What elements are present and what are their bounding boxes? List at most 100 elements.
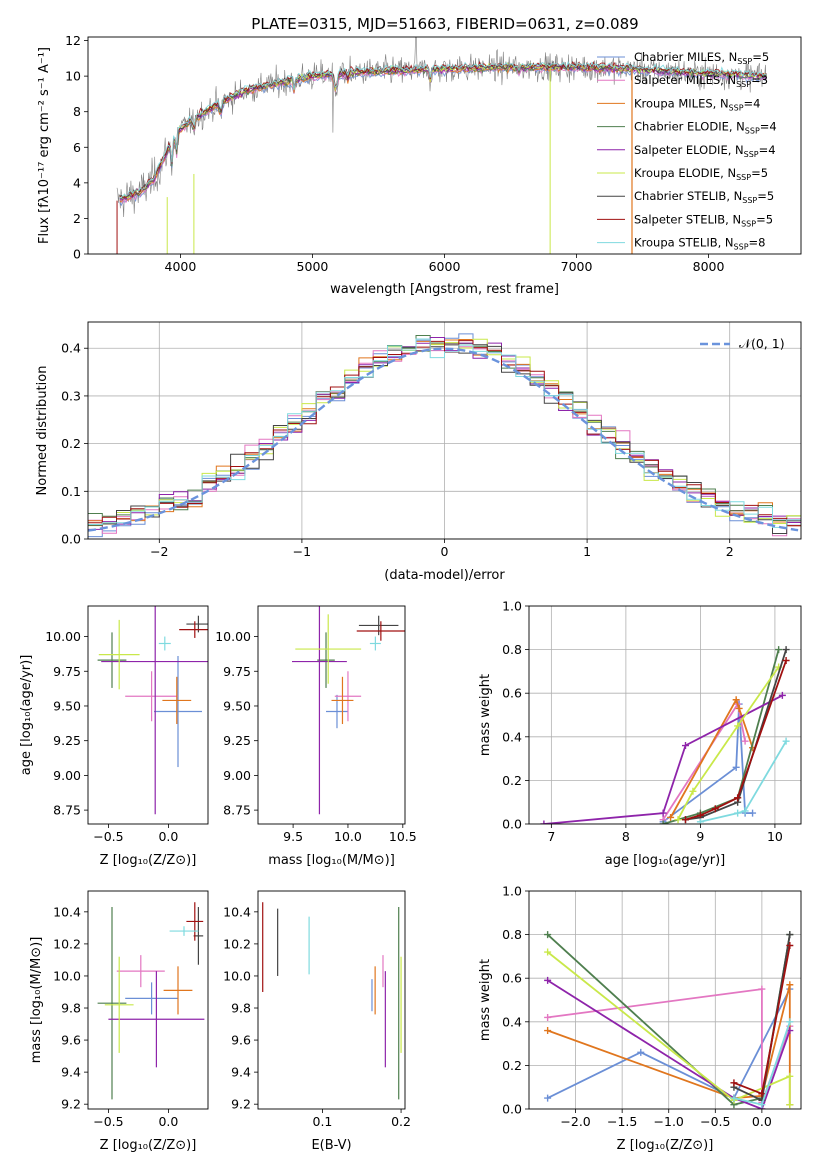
- data-point-marker: [786, 981, 794, 989]
- x-tick-label: 0.0: [158, 1114, 178, 1129]
- y-tick-label: 8.75: [53, 803, 81, 818]
- legend-count: =5: [752, 50, 769, 64]
- data-point-marker: [730, 1094, 738, 1102]
- y-tick-label: 9.00: [223, 768, 251, 783]
- axes-border: [87, 605, 209, 825]
- legend-count: =4: [760, 120, 777, 134]
- panel-mass-weight-vs-age: 7 8 9 10 0.0 0.2 0.4 0.6 0.8 1.0 age [log₁₀(age/yr…: [478, 599, 802, 868]
- data-point-marker: [696, 818, 704, 824]
- model-line-kroupa-elodie: [119, 61, 767, 200]
- series-salpeter-stelib: [730, 942, 794, 1098]
- panel-mass-weight-vs-Z: −2.0 −1.5 −1.0 −0.5 0.0 0.0 0.2 0.4 0.6 0.8 1.0 Z […: [478, 884, 802, 1153]
- data-point-marker: [659, 809, 667, 817]
- x-tick-label: 7: [547, 829, 555, 844]
- series-salpeter-elodie: [540, 691, 786, 824]
- axes-frame: −0.5 0.0 9.2 9.4 9.6 9.8 10.0 10.2 10.4 Z [log₁₀(…: [29, 890, 209, 1153]
- y-tick-label: 0.3: [61, 388, 81, 403]
- y-tick-label: 10.2: [223, 936, 251, 951]
- series-kroupa-stelib: [730, 1018, 794, 1109]
- y-tick-label: 10: [65, 69, 81, 84]
- errorbar-salpeter-elodie: [292, 606, 347, 815]
- y-tick-label: 9.4: [61, 1065, 81, 1080]
- y-tick-label: 10.00: [45, 629, 81, 644]
- errorbar-kroupa-stelib: [369, 636, 381, 651]
- x-axis-label: (data-model)/error: [384, 568, 505, 583]
- legend-text: Kroupa MILES, N: [634, 96, 729, 110]
- panel-mass-vs-Z: −0.5 0.0 9.2 9.4 9.6 9.8 10.0 10.2 10.4 Z [log₁₀(…: [29, 890, 209, 1153]
- errorbar-kroupa-miles: [163, 966, 193, 1015]
- axes-frame: 4000 5000 6000 7000 8000 0 2 4 6 8 10 12 wavelength …: [37, 33, 802, 297]
- x-tick-label: −1: [293, 544, 311, 559]
- series-salpeter-stelib: [681, 657, 790, 824]
- panel-age-vs-mass: 9.5 10.0 10.5 8.75 9.00 9.25 9.50 9.75 10.00 mass…: [215, 605, 417, 868]
- x-tick-label: 0.0: [158, 829, 178, 844]
- y-tick-label: 1.0: [502, 599, 522, 614]
- legend-text: Salpeter ELODIE, N: [634, 143, 744, 157]
- x-axis-label: age [log₁₀(age/yr)]: [605, 853, 726, 868]
- model-line-kroupa-stelib: [119, 60, 767, 199]
- legend-text: Kroupa STELIB, N: [634, 236, 734, 250]
- y-tick-label: 9.25: [53, 733, 81, 748]
- errorbar-chabrier-elodie: [97, 632, 127, 688]
- errorbar-chabrier-miles: [125, 982, 178, 1015]
- data-point-marker: [696, 811, 704, 819]
- y-tick-label: 0.6: [502, 686, 522, 701]
- axes-border: [257, 890, 406, 1110]
- legend-label: Kroupa STELIB, NSSP=8: [634, 236, 765, 252]
- y-tick-label: 9.6: [231, 1033, 251, 1048]
- plots-layer: 4000 5000 6000 7000 8000024681012wavelength …: [19, 33, 802, 1153]
- x-tick-label: 0.0: [752, 1114, 772, 1129]
- y-tick-label: 0.8: [502, 927, 522, 942]
- data-point-marker: [544, 948, 552, 956]
- data-point-marker: [734, 722, 742, 730]
- legend-label: Chabrier MILES, NSSP=5: [634, 50, 769, 66]
- x-tick-label: 5000: [297, 259, 329, 274]
- plot-area: [88, 322, 801, 539]
- x-tick-label: 0.2: [391, 1114, 411, 1129]
- axes-border: [87, 890, 209, 1110]
- legend-count: =4: [744, 96, 761, 110]
- y-tick-label: 9.2: [61, 1097, 81, 1112]
- data-point-marker: [732, 696, 740, 704]
- errorbar-salpeter-stelib: [179, 621, 208, 638]
- errorbar-chabrier-elodie: [97, 907, 127, 1100]
- data-point-marker: [544, 1027, 552, 1035]
- legend-label: Chabrier ELODIE, NSSP=4: [634, 120, 777, 136]
- data-point-marker: [786, 1072, 794, 1080]
- y-tick-label: 1.0: [502, 884, 522, 899]
- legend-subscript: SSP: [729, 103, 744, 112]
- errorbar-chabrier-miles: [154, 655, 202, 768]
- y-tick-label: 9.00: [53, 768, 81, 783]
- axes-frame: 9.5 10.0 10.5 8.75 9.00 9.25 9.50 9.75 10.00 mass…: [215, 605, 417, 868]
- legend-label: Salpeter MILES, NSSP=3: [634, 73, 768, 89]
- x-tick-label: −0.5: [93, 1114, 123, 1129]
- plot-area: [262, 902, 402, 1100]
- axes-frame: −0.5 0.0 8.75 9.00 9.25 9.50 9.75 10.00 Z [log₁₀…: [19, 605, 209, 868]
- x-tick-label: −2.0: [560, 1114, 590, 1129]
- normal-curve: [88, 347, 799, 532]
- y-tick-label: 9.2: [231, 1097, 251, 1112]
- legend-count: =8: [749, 236, 766, 250]
- legend-subscript: SSP: [736, 173, 751, 182]
- panel-mass-vs-EBV: 0.1 0.2 9.2 9.4 9.6 9.8 10.0 10.2 10.4 E(B-V): [223, 890, 411, 1153]
- y-axis-label: mass weight: [478, 959, 493, 1041]
- data-point-marker: [730, 1079, 738, 1087]
- data-point-marker: [786, 931, 794, 939]
- data-point-marker: [544, 1013, 552, 1021]
- y-tick-label: 9.50: [53, 698, 81, 713]
- series-line: [685, 649, 787, 821]
- y-tick-label: 6: [73, 140, 81, 155]
- data-point-marker: [637, 1048, 645, 1056]
- data-point-marker: [711, 805, 719, 813]
- legend-subscript: SSP: [734, 243, 749, 252]
- y-tick-label: 0.0: [502, 817, 522, 832]
- panel-residuals: −2 −1 0 1 2 0.0 0.1 0.2 0.3 0.4 𝒩(0, 1) (data-model…: [35, 321, 802, 583]
- y-tick-label: 0: [73, 247, 81, 262]
- series-line: [662, 649, 780, 824]
- x-tick-label: 0.1: [313, 1114, 333, 1129]
- legend-text: Chabrier MILES, N: [634, 50, 737, 64]
- y-tick-label: 9.50: [223, 698, 251, 713]
- model-line-chabrier-elodie: [119, 64, 767, 200]
- series-line: [700, 740, 787, 823]
